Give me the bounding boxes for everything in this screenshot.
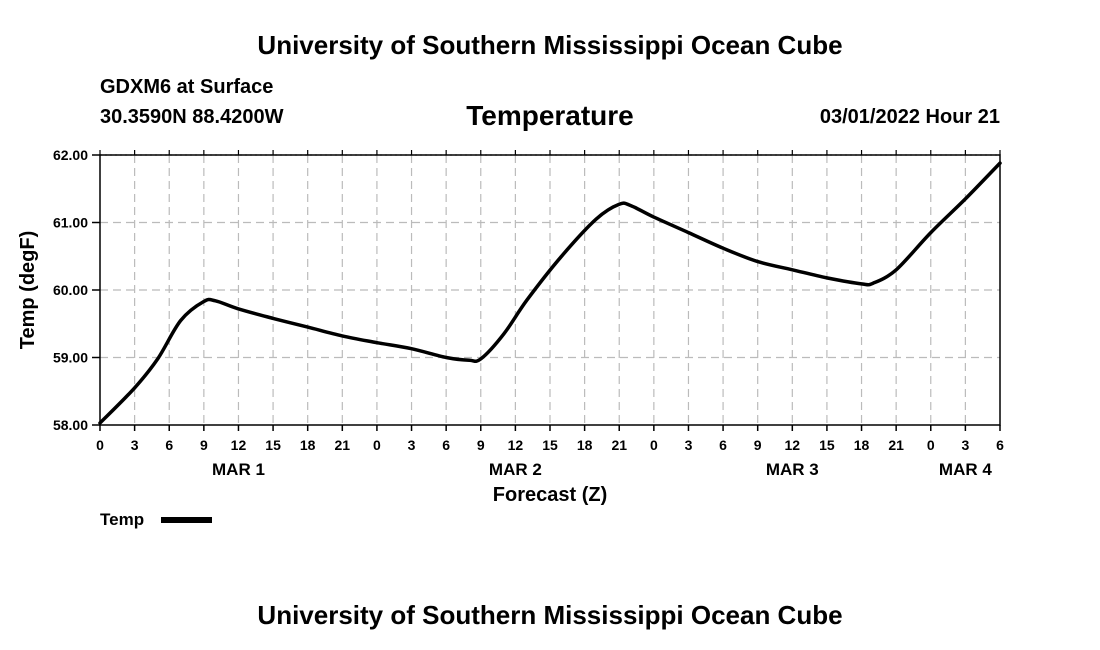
x-tick-label: 15 [819, 437, 835, 453]
x-tick-label: 0 [373, 437, 381, 453]
x-tick-label: 9 [477, 437, 485, 453]
x-tick-label: 18 [854, 437, 870, 453]
y-axis-label: Temp (degF) [17, 231, 39, 350]
x-tick-label: 9 [754, 437, 762, 453]
x-tick-label: 6 [165, 437, 173, 453]
x-tick-label: 9 [200, 437, 208, 453]
chart-title: Temperature [466, 100, 634, 131]
x-tick-label: 3 [961, 437, 969, 453]
y-tick-label: 62.00 [53, 147, 88, 163]
coordinates-label: 30.3590N 88.4200W [100, 106, 284, 128]
grid-lines [100, 154, 1000, 425]
x-tick-label: 12 [508, 437, 524, 453]
x-tick-label: 21 [335, 437, 351, 453]
legend-label: Temp [100, 510, 144, 529]
date-label: MAR 3 [766, 460, 819, 479]
x-tick-label: 6 [719, 437, 727, 453]
date-label: MAR 2 [489, 460, 542, 479]
date-label: MAR 4 [939, 460, 992, 479]
run-date-label: 03/01/2022 Hour 21 [819, 106, 1000, 128]
x-tick-label: 6 [442, 437, 450, 453]
x-tick-label: 18 [300, 437, 316, 453]
x-tick-label: 0 [96, 437, 104, 453]
x-tick-label: 3 [408, 437, 416, 453]
site-title: University of Southern Mississippi Ocean… [257, 30, 843, 60]
y-tick-label: 58.00 [53, 417, 88, 433]
x-tick-label: 18 [577, 437, 593, 453]
x-tick-label: 0 [650, 437, 658, 453]
x-tick-label: 21 [888, 437, 904, 453]
y-tick-label: 61.00 [53, 215, 88, 231]
x-tick-label: 3 [131, 437, 139, 453]
y-tick-label: 59.00 [53, 350, 88, 366]
x-tick-label: 3 [685, 437, 693, 453]
y-axis-ticks: 58.00 59.00 60.00 61.00 62.00 [53, 147, 100, 433]
x-tick-label: 6 [996, 437, 1004, 453]
x-tick-label: 15 [542, 437, 558, 453]
series-line-temp [98, 161, 1002, 425]
date-label: MAR 1 [212, 460, 265, 479]
footer-title: University of Southern Mississippi Ocean… [257, 600, 843, 630]
x-tick-label: 21 [611, 437, 627, 453]
x-axis-ticks: 0 3 6 9 12 15 18 21 0 3 6 9 12 15 18 21 0 3 6 9 12 15 18 21 0 3 6 [96, 150, 1004, 453]
x-tick-label: 0 [927, 437, 935, 453]
date-labels: MAR 1 MAR 2 MAR 3 MAR 4 [212, 460, 992, 479]
x-axis-label: Forecast (Z) [493, 484, 607, 506]
station-label: GDXM6 at Surface [100, 76, 274, 98]
x-tick-label: 12 [785, 437, 801, 453]
x-tick-label: 12 [231, 437, 247, 453]
x-tick-label: 15 [265, 437, 281, 453]
y-tick-label: 60.00 [53, 282, 88, 298]
